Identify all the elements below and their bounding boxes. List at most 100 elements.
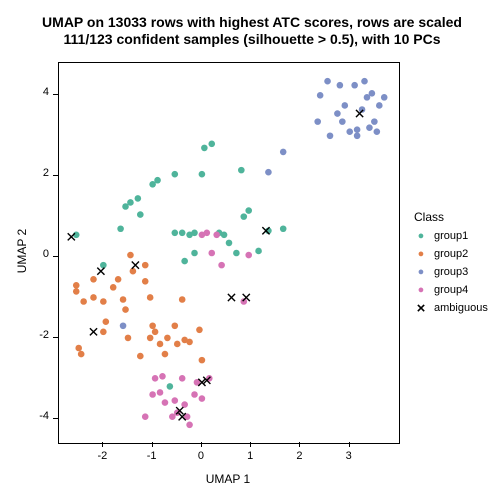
point-group3	[374, 128, 381, 135]
point-group4	[204, 229, 211, 236]
y-tick-label: -4	[19, 410, 49, 422]
legend-item-label: group2	[434, 248, 468, 260]
dot-icon: ●	[414, 285, 428, 296]
point-group1	[117, 225, 124, 232]
point-group2	[110, 284, 117, 291]
point-group4	[159, 373, 166, 380]
point-group3	[280, 149, 287, 156]
point-group3	[265, 169, 272, 176]
point-group2	[157, 341, 164, 348]
chart-title: UMAP on 13033 rows with highest ATC scor…	[0, 14, 504, 48]
point-group3	[371, 118, 378, 125]
point-group3	[354, 132, 361, 139]
point-group3	[314, 118, 321, 125]
x-tick-mark	[201, 442, 202, 447]
point-group2	[186, 339, 193, 346]
point-group3	[334, 110, 341, 117]
point-group1	[255, 248, 262, 255]
point-group1	[240, 213, 247, 220]
points-layer	[59, 63, 399, 443]
point-group3	[366, 124, 373, 131]
legend-item-group2: ●group2	[414, 246, 488, 262]
point-group1	[245, 207, 252, 214]
point-group2	[103, 318, 110, 325]
cross-icon: ×	[414, 301, 428, 316]
point-group3	[120, 322, 127, 329]
point-group3	[317, 92, 324, 99]
point-group1	[226, 240, 233, 247]
point-group3	[324, 78, 331, 85]
point-group1	[100, 262, 107, 269]
point-group2	[100, 298, 107, 305]
legend: Class ●group1●group2●group3●group4×ambig…	[414, 210, 488, 318]
point-group3	[361, 78, 368, 85]
point-group1	[201, 145, 208, 152]
point-group4	[152, 375, 159, 382]
point-ambiguous	[97, 268, 104, 275]
y-tick-mark	[53, 94, 58, 95]
x-tick-label: 3	[334, 450, 364, 462]
point-group2	[100, 329, 107, 336]
x-tick-label: 1	[235, 450, 265, 462]
point-group2	[90, 294, 97, 301]
point-group2	[130, 268, 137, 275]
point-group2	[171, 322, 178, 329]
point-group2	[90, 276, 97, 283]
point-group1	[191, 229, 198, 236]
point-group2	[78, 351, 85, 358]
legend-item-group4: ●group4	[414, 282, 488, 298]
point-group2	[125, 335, 132, 342]
point-group4	[171, 397, 178, 404]
point-group1	[135, 195, 142, 202]
dot-icon: ●	[414, 231, 428, 242]
point-group4	[218, 262, 225, 269]
point-group4	[213, 232, 220, 239]
point-group2	[162, 351, 169, 358]
point-group1	[208, 141, 215, 148]
point-group1	[137, 211, 144, 218]
point-group4	[186, 422, 193, 429]
point-group4	[191, 391, 198, 398]
point-group4	[157, 389, 164, 396]
legend-item-label: group1	[434, 230, 468, 242]
point-group4	[208, 250, 215, 257]
point-group2	[142, 278, 149, 285]
point-group4	[149, 391, 156, 398]
point-group2	[152, 329, 159, 336]
point-group3	[376, 102, 383, 109]
point-group3	[351, 82, 358, 89]
point-group3	[369, 90, 376, 97]
title-line-2: 111/123 confident samples (silhouette > …	[0, 31, 504, 48]
point-group3	[339, 118, 346, 125]
plot-area	[58, 62, 400, 444]
umap-scatter-chart: UMAP on 13033 rows with highest ATC scor…	[0, 0, 504, 504]
point-group3	[381, 94, 388, 101]
point-group2	[149, 322, 156, 329]
point-group2	[196, 327, 203, 334]
point-group4	[199, 395, 206, 402]
point-group1	[191, 250, 198, 257]
point-group2	[120, 296, 127, 303]
y-tick-label: 0	[19, 248, 49, 260]
point-group1	[127, 199, 134, 206]
point-group2	[164, 335, 171, 342]
point-group2	[73, 288, 80, 295]
y-tick-label: 4	[19, 86, 49, 98]
point-group1	[181, 258, 188, 265]
point-group2	[179, 296, 186, 303]
y-tick-mark	[53, 256, 58, 257]
x-tick-mark	[102, 442, 103, 447]
legend-item-group1: ● group1	[414, 228, 488, 244]
point-group3	[354, 126, 361, 133]
point-group2	[137, 353, 144, 360]
legend-item-label: group3	[434, 266, 468, 278]
y-tick-mark	[53, 418, 58, 419]
point-group1	[233, 250, 240, 257]
x-axis-label: UMAP 1	[178, 472, 278, 486]
x-tick-mark	[299, 442, 300, 447]
point-group1	[280, 225, 287, 232]
point-group3	[346, 128, 353, 135]
dot-icon: ●	[414, 267, 428, 278]
point-ambiguous	[90, 328, 97, 335]
point-group2	[127, 252, 134, 259]
